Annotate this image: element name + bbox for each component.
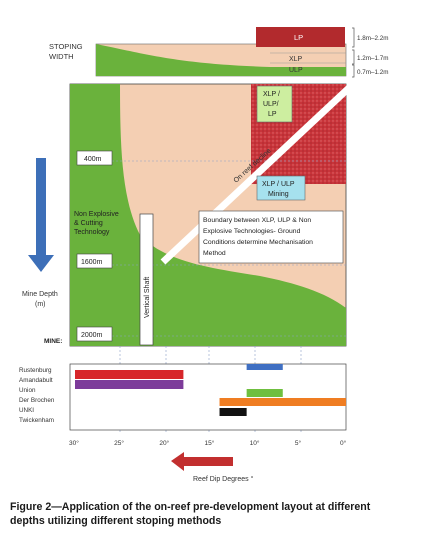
mine-name: Union [19,387,36,394]
xlp-ulp-mining-label-2: Mining [268,191,289,198]
non-explosive-label-2: & Cutting [74,220,103,227]
dip-tick-label: 10° [250,439,260,447]
mine-range-bar [75,370,184,379]
ulp-width-range: 0.7m–1.2m [357,69,389,76]
stoping-method-diagram: STOPING WIDTH XLP ULP LP 1.8m–2.2m 1.2m–… [19,27,389,483]
xlp-label: XLP [289,56,303,63]
xlp-ulp-lp-label-3: LP [268,111,277,118]
mine-names: Rustenburg Amandabult Union Der Brochen UNKI… [19,367,55,424]
mine-name: Rustenburg [19,367,52,374]
non-explosive-label-3: Technology [74,229,110,236]
mine-bars [75,364,346,416]
dip-tick-label: 5° [295,439,302,447]
mine-name: UNKI [19,407,34,414]
xlp-width-range: 1.2m–1.7m [357,55,389,62]
stoping-width-label-1: STOPING [49,42,83,51]
non-explosive-region [70,84,346,346]
boundary-label-2: Explosive Technologies- Ground [203,228,301,235]
boundary-note-box [198,210,344,264]
xlp-ulp-mining-label-1: XLP / ULP [262,181,295,188]
vertical-shaft-label: Vertical Shaft [144,277,151,318]
depth-2000: 2000m [81,332,103,339]
dip-tick-label: 30° [69,439,79,447]
depth-2000-box [76,326,113,342]
mine-range-bar [246,389,283,397]
caption-line-1: Figure 2—Application of the on-reef pre-… [10,501,371,513]
xlp-ulp-lp-label-1: XLP / [263,91,280,98]
reef-dip-label: Reef Dip Degrees ° [193,475,254,483]
lp-label: LP [294,33,303,42]
boundary-label-1: Boundary between XLP, ULP & Non [203,217,311,224]
mine-label: MINE: [44,338,62,345]
figure-caption: Figure 2—Application of the on-reef pre-… [10,500,425,528]
lp-bar [256,27,345,47]
dip-tick-label: 15° [205,439,215,447]
xlp-ulp-lp-label-2: ULP/ [263,101,279,108]
mine-range-bar [219,408,247,416]
stoping-width-green-area [96,44,346,76]
mine-depth-unit: (m) [35,301,46,308]
xlp-ulp-lp-box [256,85,293,123]
dip-axis: 30° 25° 20° 15° 10° 5° 0° [69,439,347,447]
dip-tick-label: 25° [114,439,124,447]
mine-range-bar [219,398,346,406]
mine-range-bar [75,380,184,389]
mine-range-bar [246,364,283,370]
dip-tick-label: 0° [340,439,347,447]
lp-width-range: 1.8m–2.2m [357,35,389,42]
reef-dip-arrow [171,452,233,471]
ulp-label: ULP [289,67,303,74]
depth-1600: 1600m [81,259,103,266]
depth-400: 400m [84,156,102,163]
mine-depth-label: Mine Depth [22,291,58,298]
dip-tick-label: 20° [159,439,169,447]
depth-arrow [28,158,54,272]
depth-400-box [76,150,113,166]
vertical-shaft [139,213,154,346]
depth-1600-box [76,253,113,269]
boundary-label-3: Conditions determine Mechanisation [203,239,313,246]
on-reef-decline-line [160,83,354,265]
non-explosive-label-1: Non Explosive [74,211,119,218]
stoping-width-label-2: WIDTH [49,52,74,61]
xlp-ulp-mining-box [256,175,306,201]
mine-name: Amandabult [19,377,53,384]
caption-line-2: depths utilizing different stoping metho… [10,515,222,527]
mine-name: Twickenham [19,417,54,424]
boundary-label-4: Method [203,250,226,257]
mine-name: Der Brochen [19,397,55,404]
